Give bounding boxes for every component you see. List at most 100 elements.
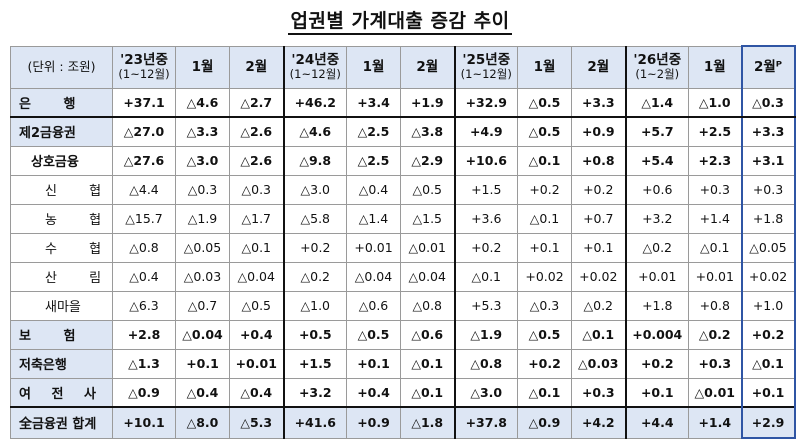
table-cell: △0.03 xyxy=(571,348,626,379)
table-cell: +41.6 xyxy=(282,406,347,439)
unit-header: (단위 : 조원) xyxy=(10,45,113,89)
table-cell: +46.2 xyxy=(282,87,347,118)
table-cell: △0.05 xyxy=(740,232,796,263)
table-cell: △2.5 xyxy=(346,145,401,176)
table-cell: △1.4 xyxy=(624,87,689,118)
row-label: 全금융권 합계 xyxy=(10,406,113,439)
table-cell: △3.0 xyxy=(282,174,347,205)
row-label-text: 수 협 xyxy=(45,242,113,257)
table-cell: △1.4 xyxy=(346,203,401,234)
table-cell: +5.3 xyxy=(453,290,518,321)
col-header-2023-jan: 1월 xyxy=(175,45,230,89)
table-cell: △2.6 xyxy=(229,116,284,147)
table-cell: +3.2 xyxy=(624,203,689,234)
table-cell: △8.0 xyxy=(175,406,230,439)
table-cell: △0.3 xyxy=(517,290,572,321)
table-cell: +1.9 xyxy=(400,87,455,118)
col-header-2025-feb: 2월 xyxy=(571,45,626,89)
header-row: (단위 : 조원) '23년중 (1~12월) 1월 2월 '24년중 (1~12월… xyxy=(10,45,796,89)
table-cell: △0.1 xyxy=(453,261,518,292)
table-cell: △0.1 xyxy=(517,203,572,234)
table-cell: +0.3 xyxy=(571,377,626,408)
table-cell: △2.9 xyxy=(400,145,455,176)
table-cell: +3.3 xyxy=(740,116,796,147)
table-cell: △0.7 xyxy=(175,290,230,321)
table-cell: +0.1 xyxy=(517,232,572,263)
table-cell: +0.02 xyxy=(740,261,796,292)
table-cell: +0.1 xyxy=(175,348,230,379)
row-label-text: 보 험 xyxy=(19,329,90,344)
table-cell: +0.1 xyxy=(624,377,689,408)
col-header-2026-feb-preliminary: 2월ᴾ xyxy=(740,45,796,89)
row-label: 여 전 사 xyxy=(10,377,113,408)
table-cell: +0.02 xyxy=(517,261,572,292)
table-cell: △0.4 xyxy=(175,377,230,408)
row-label-text: 산 림 xyxy=(45,271,113,286)
table-cell: △1.7 xyxy=(229,203,284,234)
table-cell: △0.01 xyxy=(688,377,742,408)
table-cell: △15.7 xyxy=(112,203,176,234)
row-label-text: 은 행 xyxy=(19,96,90,112)
table-cell: △0.1 xyxy=(571,319,626,350)
table-cell: +0.1 xyxy=(346,348,401,379)
table-cell: △0.1 xyxy=(400,348,455,379)
table-cell: △0.9 xyxy=(112,377,176,408)
table-cell: △27.0 xyxy=(112,116,176,147)
table-cell: +1.4 xyxy=(688,406,742,439)
table-cell: △0.05 xyxy=(175,232,230,263)
table-cell: +2.9 xyxy=(740,406,796,439)
table-cell: +0.3 xyxy=(740,174,796,205)
table-cell: △0.2 xyxy=(624,232,689,263)
table-cell: +10.6 xyxy=(453,145,518,176)
table-cell: +0.1 xyxy=(571,232,626,263)
col-header-2024-year: '24년중 (1~12월) xyxy=(282,45,347,89)
table-cell: △6.3 xyxy=(112,290,176,321)
row-label-text: 상호금융 xyxy=(31,155,79,170)
row-label-text: 신 협 xyxy=(45,184,113,199)
table-cell: △4.4 xyxy=(112,174,176,205)
table-cell: +0.9 xyxy=(346,406,401,439)
table-cell: △0.01 xyxy=(400,232,455,263)
table-cell: △0.3 xyxy=(175,174,230,205)
row-insurance: 보 험 +2.8 △0.04 +0.4 +0.5 △0.5 △0.6 △1.9 △0.5 △0.1… xyxy=(10,319,796,350)
table-cell: △0.1 xyxy=(517,145,572,176)
col-header-2024-feb: 2월 xyxy=(400,45,455,89)
row-all-financial-total: 全금융권 합계 +10.1 △8.0 △5.3 +41.6 +0.9 △1.8 +37.8 △0… xyxy=(10,406,796,439)
table-title: 업권별 가계대출 증감 추이 xyxy=(0,6,800,35)
table-cell: △0.4 xyxy=(112,261,176,292)
table-cell: +0.9 xyxy=(571,116,626,147)
table-cell: △0.1 xyxy=(229,232,284,263)
table-cell: △0.6 xyxy=(400,319,455,350)
table-cell: △0.8 xyxy=(400,290,455,321)
table-cell: △2.6 xyxy=(229,145,284,176)
table-cell: +5.4 xyxy=(624,145,689,176)
table-cell: △3.8 xyxy=(400,116,455,147)
table-cell: +0.3 xyxy=(688,174,742,205)
table-cell: +1.0 xyxy=(740,290,796,321)
row-label-text: 새마을 xyxy=(45,300,81,315)
table-cell: +0.01 xyxy=(346,232,401,263)
table-cell: △0.6 xyxy=(346,290,401,321)
lending-table: (단위 : 조원) '23년중 (1~12월) 1월 2월 '24년중 (1~12월… xyxy=(10,45,796,439)
table-cell: +0.2 xyxy=(453,232,518,263)
table-cell: △0.1 xyxy=(740,348,796,379)
table-cell: △9.8 xyxy=(282,145,347,176)
row-label: 수 협 xyxy=(10,232,113,263)
table-cell: △0.2 xyxy=(282,261,347,292)
row-label: 저축은행 xyxy=(10,348,113,379)
row-label-text: 저축은행 xyxy=(19,358,67,373)
table-cell: +3.4 xyxy=(346,87,401,118)
table-cell: +4.9 xyxy=(453,116,518,147)
table-cell: +37.8 xyxy=(453,406,518,439)
table-cell: +1.4 xyxy=(688,203,742,234)
table-cell: △1.9 xyxy=(175,203,230,234)
row-label-text: 여 전 사 xyxy=(19,386,104,402)
table-cell: △0.1 xyxy=(517,377,572,408)
col-header-2026-jan: 1월 xyxy=(688,45,742,89)
table-cell: △0.5 xyxy=(517,116,572,147)
table-cell: △0.2 xyxy=(688,319,742,350)
table-cell: +0.5 xyxy=(282,319,347,350)
table-cell: △0.5 xyxy=(229,290,284,321)
table-cell: △0.5 xyxy=(517,319,572,350)
table-cell: △0.03 xyxy=(175,261,230,292)
